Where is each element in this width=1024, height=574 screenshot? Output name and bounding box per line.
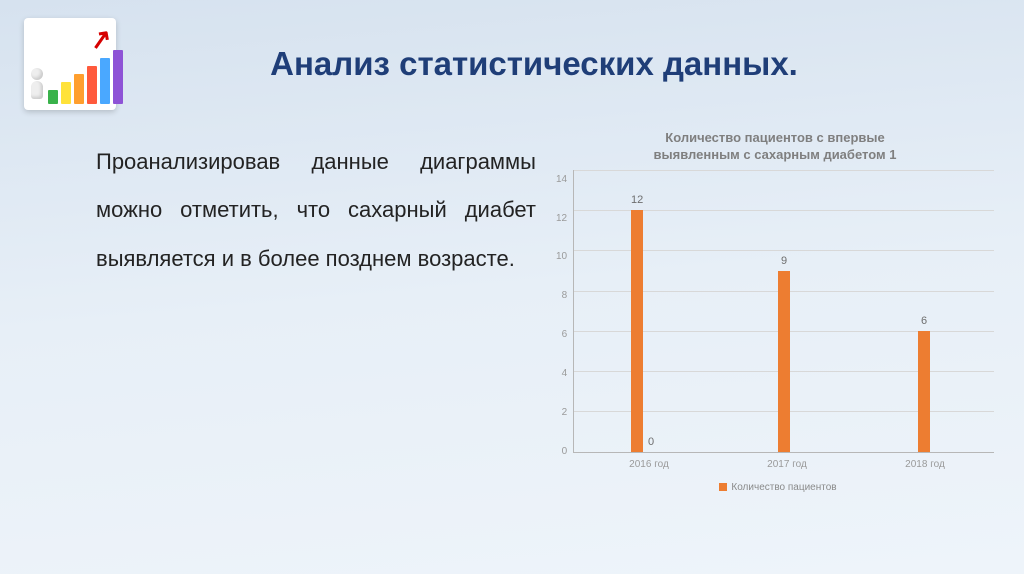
figure-icon bbox=[28, 68, 46, 102]
y-axis-ticks: 02468101214 bbox=[556, 170, 573, 452]
plot-area: 12096 bbox=[573, 170, 994, 453]
bar: 12 bbox=[631, 210, 643, 452]
chart-title: Количество пациентов с впервыевыявленным… bbox=[556, 130, 994, 164]
x-axis-ticks: 2016 год2017 год2018 год bbox=[580, 453, 994, 470]
body-text: Проанализировав данные диаграммы можно о… bbox=[96, 130, 536, 544]
bar: 6 bbox=[918, 331, 930, 452]
stats-icon: ↗ bbox=[24, 18, 116, 110]
slide-title: Анализ статистических данных. bbox=[144, 45, 984, 83]
arrow-up-icon: ↗ bbox=[88, 22, 115, 56]
bar-chart: Количество пациентов с впервыевыявленным… bbox=[556, 130, 994, 544]
chart-legend: Количество пациентов bbox=[556, 482, 994, 493]
bar: 9 bbox=[778, 271, 790, 452]
